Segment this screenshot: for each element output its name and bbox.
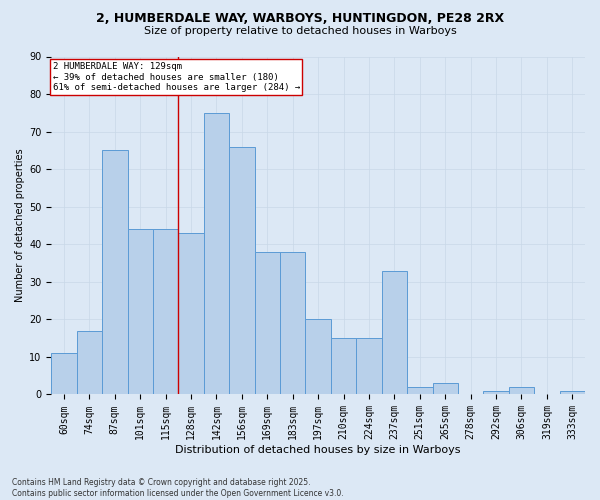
Bar	[382, 270, 407, 394]
Bar	[128, 229, 153, 394]
Bar	[356, 338, 382, 394]
Bar	[484, 390, 509, 394]
Bar	[178, 233, 204, 394]
Bar	[51, 353, 77, 395]
Bar	[229, 146, 254, 394]
Text: Size of property relative to detached houses in Warboys: Size of property relative to detached ho…	[143, 26, 457, 36]
Bar	[560, 390, 585, 394]
Bar	[407, 387, 433, 394]
Bar	[102, 150, 128, 394]
Text: Contains HM Land Registry data © Crown copyright and database right 2025.
Contai: Contains HM Land Registry data © Crown c…	[12, 478, 344, 498]
X-axis label: Distribution of detached houses by size in Warboys: Distribution of detached houses by size …	[175, 445, 461, 455]
Bar	[331, 338, 356, 394]
Bar	[153, 229, 178, 394]
Text: 2, HUMBERDALE WAY, WARBOYS, HUNTINGDON, PE28 2RX: 2, HUMBERDALE WAY, WARBOYS, HUNTINGDON, …	[96, 12, 504, 26]
Bar	[305, 320, 331, 394]
Bar	[280, 252, 305, 394]
Text: 2 HUMBERDALE WAY: 129sqm
← 39% of detached houses are smaller (180)
61% of semi-: 2 HUMBERDALE WAY: 129sqm ← 39% of detach…	[53, 62, 300, 92]
Bar	[509, 387, 534, 394]
Bar	[77, 330, 102, 394]
Bar	[204, 113, 229, 394]
Y-axis label: Number of detached properties: Number of detached properties	[15, 148, 25, 302]
Bar	[433, 383, 458, 394]
Bar	[254, 252, 280, 394]
